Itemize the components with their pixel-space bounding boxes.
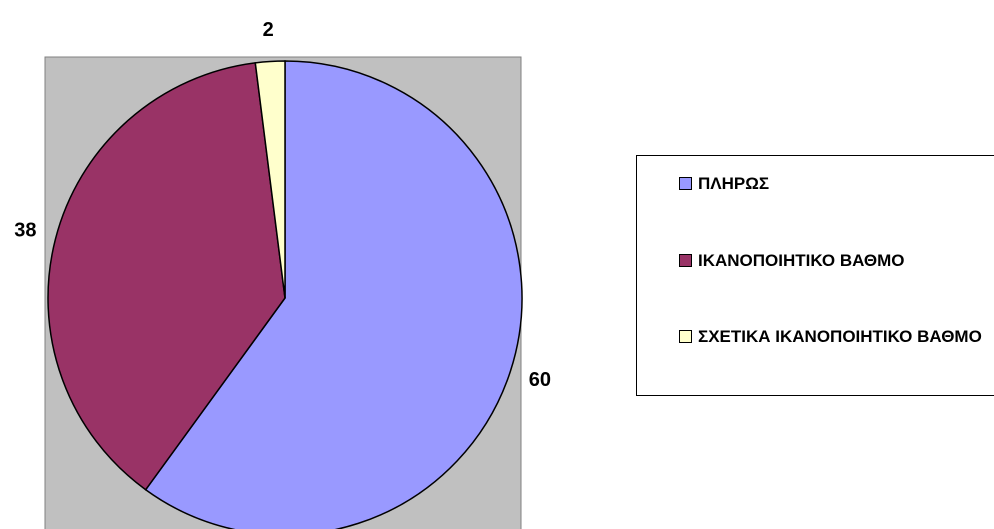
data-label: 2 (263, 19, 274, 41)
legend-item: ΠΛΗΡΩΣ (679, 166, 988, 202)
legend-swatch (679, 177, 692, 190)
legend: ΠΛΗΡΩΣ ΙΚΑΝΟΠΟΙΗΤΙΚΟ ΒΑΘΜΟ ΣΧΕΤΙΚΑ ΙΚΑΝΟΠΟ… (636, 155, 994, 396)
legend-label: ΠΛΗΡΩΣ (698, 174, 770, 193)
legend-swatch (679, 330, 692, 343)
pie-slice (47, 62, 286, 491)
pie-slice (254, 60, 286, 299)
legend-label: ΣΧΕΤΙΚΑ ΙΚΑΝΟΠΟΙΗΤΙΚΟ ΒΑΘΜΟ (698, 327, 982, 346)
legend-item: ΙΚΑΝΟΠΟΙΗΤΙΚΟ ΒΑΘΜΟ (679, 243, 988, 279)
data-label: 60 (529, 369, 551, 391)
legend-item: ΣΧΕΤΙΚΑ ΙΚΑΝΟΠΟΙΗΤΙΚΟ ΒΑΘΜΟ (679, 319, 988, 355)
pie-slice (144, 60, 523, 529)
legend-swatch (679, 254, 692, 267)
legend-label: ΙΚΑΝΟΠΟΙΗΤΙΚΟ ΒΑΘΜΟ (698, 251, 905, 270)
data-label: 38 (14, 220, 36, 242)
